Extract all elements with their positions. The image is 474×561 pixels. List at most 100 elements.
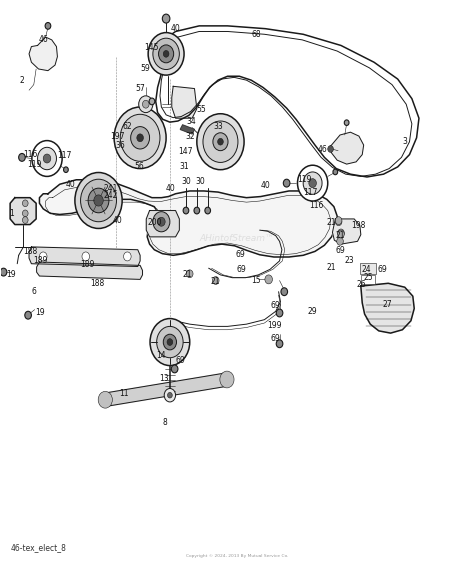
Circle shape [276,309,283,317]
Circle shape [0,268,7,276]
Text: 46: 46 [38,35,48,44]
Circle shape [124,252,131,261]
Text: 13: 13 [159,374,169,383]
Circle shape [218,139,223,145]
Text: 8: 8 [163,418,167,427]
Text: 46: 46 [317,145,327,154]
Text: 21: 21 [211,277,220,286]
Polygon shape [104,373,228,406]
Text: 119: 119 [297,175,312,184]
Circle shape [39,252,47,261]
Polygon shape [330,132,364,164]
Circle shape [143,100,149,108]
Text: 2: 2 [19,76,24,85]
Text: 25: 25 [364,273,373,282]
Text: 19: 19 [6,270,16,279]
Circle shape [276,340,283,348]
Circle shape [162,14,170,23]
Text: 40: 40 [113,215,123,224]
Polygon shape [10,197,36,224]
Circle shape [153,211,170,232]
Circle shape [167,339,173,346]
Circle shape [18,154,25,162]
Text: 69: 69 [271,301,281,310]
Bar [360,263,376,274]
Text: 11: 11 [119,389,128,398]
Circle shape [163,334,176,350]
Circle shape [309,178,317,187]
Text: 34: 34 [186,117,196,126]
Text: 56: 56 [134,162,144,172]
Circle shape [344,120,349,126]
Circle shape [37,148,56,169]
Text: 69: 69 [236,250,246,259]
Circle shape [203,121,238,163]
Circle shape [205,207,210,214]
Text: 40: 40 [66,180,75,189]
Text: 59: 59 [140,65,150,73]
Text: 40: 40 [261,181,270,190]
Text: 40: 40 [166,184,176,193]
Circle shape [171,365,178,373]
Text: 40: 40 [171,24,181,33]
Circle shape [186,270,193,278]
Text: 15: 15 [251,276,261,285]
Text: 3: 3 [402,137,407,146]
Polygon shape [29,37,57,71]
Text: 188: 188 [91,279,105,288]
Text: 21: 21 [327,263,336,272]
Text: 188: 188 [23,247,37,256]
Text: 68: 68 [251,30,261,39]
Text: 30: 30 [195,177,205,186]
Polygon shape [29,247,140,266]
Text: 117: 117 [57,151,72,160]
Polygon shape [36,262,143,279]
Text: 24: 24 [361,265,371,274]
Circle shape [75,172,122,228]
Circle shape [212,277,219,284]
Text: 32: 32 [185,132,194,141]
Polygon shape [146,210,179,237]
Circle shape [337,229,344,237]
Circle shape [335,217,342,224]
Circle shape [335,218,342,226]
Circle shape [139,96,153,113]
Circle shape [45,22,51,29]
Circle shape [213,133,228,151]
Text: 26: 26 [356,280,365,289]
Text: 117: 117 [303,188,318,197]
Text: 1: 1 [9,209,14,218]
Text: 31: 31 [179,162,189,172]
Text: 21: 21 [327,218,336,227]
Text: 116: 116 [309,201,323,210]
Text: 55: 55 [197,105,207,114]
Text: 69: 69 [378,265,387,274]
Circle shape [197,114,244,169]
Circle shape [150,319,190,366]
Circle shape [163,50,169,57]
Circle shape [164,389,175,402]
Circle shape [22,210,28,217]
Circle shape [220,371,234,388]
Circle shape [158,45,173,63]
Text: 198: 198 [351,221,365,230]
Circle shape [157,217,165,226]
Text: 29: 29 [308,307,318,316]
Text: 145: 145 [145,43,159,52]
Circle shape [98,392,112,408]
Circle shape [22,200,28,206]
Circle shape [167,393,172,398]
Circle shape [153,38,179,70]
Text: 21: 21 [335,231,345,240]
Text: 46-tex_elect_8: 46-tex_elect_8 [10,544,66,553]
Circle shape [156,327,183,358]
Text: 27: 27 [382,300,392,309]
Circle shape [303,172,322,194]
Circle shape [82,252,90,261]
Circle shape [337,237,343,245]
Circle shape [298,165,328,201]
Circle shape [333,169,337,174]
Text: 69: 69 [271,334,281,343]
Circle shape [94,195,103,206]
Text: 19: 19 [35,309,45,318]
